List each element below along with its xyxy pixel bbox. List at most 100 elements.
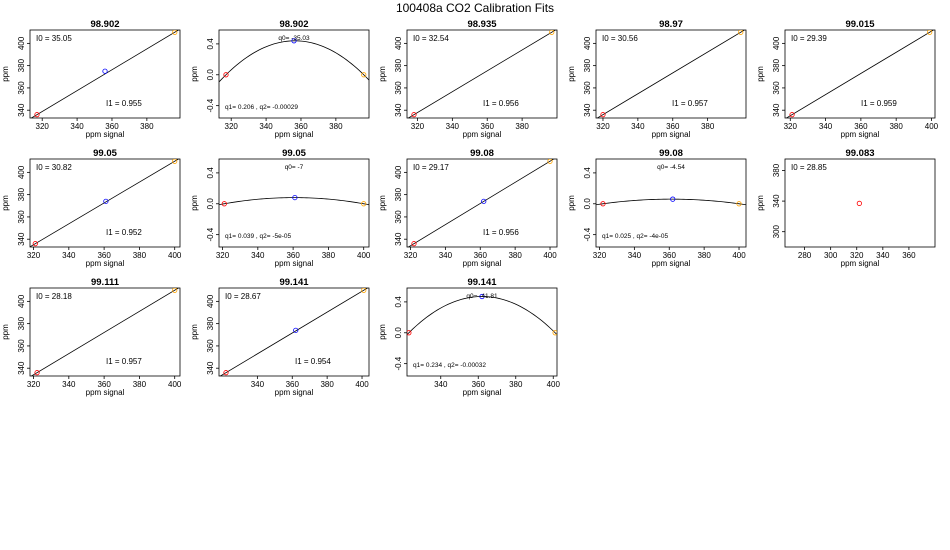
- x-tick-label: 280: [798, 251, 812, 260]
- x-tick-label: 400: [925, 122, 939, 131]
- x-tick-label: 340: [819, 122, 833, 131]
- panel-title: 99.015: [845, 19, 875, 30]
- q0-label: q0= -7: [285, 164, 304, 171]
- x-tick-label: 380: [133, 251, 147, 260]
- data-point: [34, 370, 40, 376]
- plot-frame: [595, 158, 747, 248]
- x-tick-label: 340: [70, 122, 84, 131]
- data-point: [361, 201, 367, 207]
- data-point: [411, 241, 417, 247]
- x-tick-label: 340: [259, 122, 273, 131]
- data-point: [103, 198, 109, 204]
- data-point: [32, 241, 38, 247]
- x-axis-label: ppm signal: [463, 388, 502, 397]
- panel-title: 98.902: [279, 19, 308, 30]
- x-axis-label: ppm signal: [652, 130, 691, 139]
- x-tick-label: 400: [732, 251, 746, 260]
- data-point: [552, 330, 557, 336]
- data-point: [172, 159, 178, 164]
- y-tick-label: 300: [772, 224, 781, 238]
- q0-label: q0= -4.54: [657, 164, 685, 171]
- y-tick-label: 360: [17, 210, 26, 224]
- series: [785, 30, 935, 118]
- fit-line: [30, 159, 180, 247]
- x-tick-label: 320: [404, 251, 418, 260]
- y-tick-label: 380: [17, 187, 26, 201]
- data-point: [291, 38, 297, 44]
- y-tick-label: -0.4: [394, 356, 403, 370]
- chart-panel: 99.083 280 300 320 340 360 300 340 380 ppm signal…: [756, 148, 936, 268]
- slope-label: I1 = 0.957: [672, 99, 708, 108]
- data-point: [736, 201, 742, 207]
- x-tick-label: 360: [481, 122, 495, 131]
- y-tick-label: 0.4: [206, 38, 215, 50]
- y-tick-label: 400: [394, 165, 403, 179]
- x-tick-label: 380: [508, 251, 522, 260]
- y-tick-label: 340: [394, 103, 403, 117]
- y-tick-label: 340: [17, 361, 26, 375]
- plot-frame: [406, 158, 558, 248]
- chart-panel: 99.141 340 360 380 400 -0.4 0.0 0.4 ppm signal pp…: [378, 277, 561, 397]
- q-coefficients-label: q1= 0.206 , q2= -0.00029: [225, 104, 298, 111]
- data-point: [221, 201, 227, 207]
- y-tick-label: 380: [772, 163, 781, 177]
- y-tick-label: 360: [394, 210, 403, 224]
- y-axis-label: ppm: [1, 195, 10, 211]
- x-axis-label: ppm signal: [841, 130, 880, 139]
- data-point: [789, 112, 795, 118]
- q-coefficients-label: q1= 0.025 , q2= -4e-05: [602, 233, 669, 240]
- chart-panel: 99.05 320 340 360 380 400 -0.4 0.0 0.4 ppm signal…: [190, 148, 371, 268]
- fit-line: [785, 30, 935, 118]
- x-tick-label: 360: [902, 251, 916, 260]
- x-tick-label: 380: [133, 380, 147, 389]
- y-tick-label: -0.4: [206, 227, 215, 241]
- x-tick-label: 340: [628, 251, 642, 260]
- data-point: [481, 198, 487, 204]
- x-tick-label: 340: [62, 380, 76, 389]
- x-tick-label: 400: [168, 251, 182, 260]
- x-tick-label: 360: [105, 122, 119, 131]
- slope-label: I1 = 0.956: [483, 99, 519, 108]
- chart-panel: 98.935 320 340 360 380 340 360 380 400 ppm signal…: [378, 19, 558, 139]
- y-tick-label: 380: [206, 316, 215, 330]
- y-tick-label: 380: [394, 58, 403, 72]
- x-tick-label: 400: [547, 380, 561, 389]
- fit-line: [596, 30, 746, 118]
- y-tick-label: 380: [583, 58, 592, 72]
- x-tick-label: 300: [824, 251, 838, 260]
- x-axis-label: ppm signal: [652, 259, 691, 268]
- x-tick-label: 380: [889, 122, 903, 131]
- plot-frame: [218, 29, 370, 119]
- x-axis-label: ppm signal: [86, 388, 125, 397]
- fit-line: [30, 288, 180, 376]
- plot-frame: [784, 29, 936, 119]
- x-tick-label: 360: [97, 380, 111, 389]
- chart-panel: 99.141 340 360 380 400 340 360 380 400 ppm signal…: [190, 277, 370, 397]
- data-point: [547, 159, 553, 164]
- x-tick-label: 340: [631, 122, 645, 131]
- data-point: [223, 72, 229, 78]
- data-point: [927, 30, 933, 35]
- data-point: [292, 194, 298, 201]
- y-tick-label: 360: [394, 81, 403, 95]
- intercept-label: I0 = 28.18: [36, 292, 72, 301]
- x-tick-label: 340: [251, 380, 265, 389]
- y-axis-label: ppm: [378, 324, 387, 340]
- plot-frame: [218, 287, 370, 377]
- y-tick-label: 380: [772, 58, 781, 72]
- y-axis-label: ppm: [567, 66, 576, 82]
- x-tick-label: 380: [329, 122, 343, 131]
- x-tick-label: 400: [357, 251, 371, 260]
- fit-curve: [596, 198, 746, 206]
- chart-panel: 98.902 320 340 360 380 340 360 380 400 ppm signal…: [1, 19, 181, 139]
- y-tick-label: 0.0: [394, 327, 403, 339]
- panel-title: 99.05: [282, 148, 306, 159]
- data-point: [172, 288, 178, 293]
- x-tick-label: 340: [62, 251, 76, 260]
- x-axis-label: ppm signal: [86, 130, 125, 139]
- series: [219, 38, 369, 83]
